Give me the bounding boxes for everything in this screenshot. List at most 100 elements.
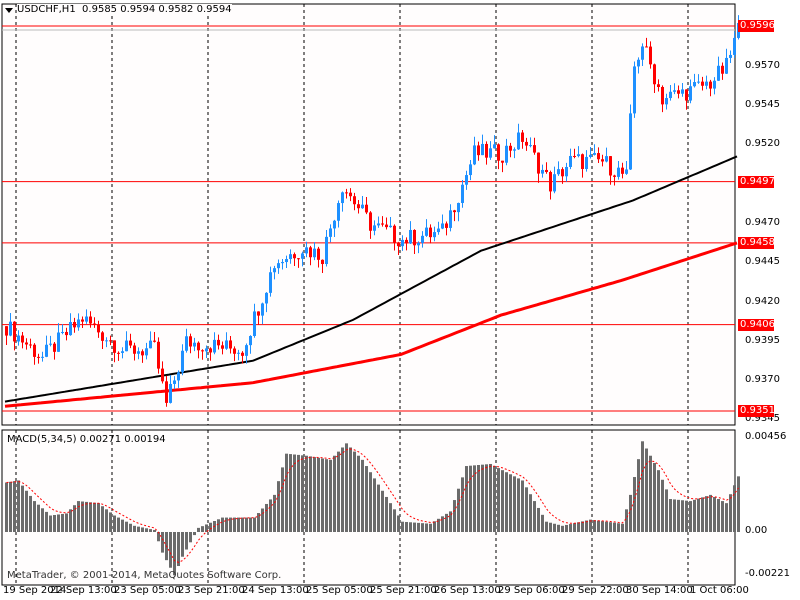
macd-bar bbox=[21, 485, 24, 532]
macd-bar bbox=[413, 522, 416, 532]
macd-bar bbox=[237, 517, 240, 532]
candle-bearish bbox=[133, 345, 136, 354]
time-axis-label: 22 Sep 13:00 bbox=[50, 585, 117, 596]
macd-bar bbox=[629, 494, 632, 532]
candle-bearish bbox=[21, 335, 24, 343]
macd-bar bbox=[709, 494, 712, 532]
candle-bullish bbox=[205, 348, 208, 352]
candle-bullish bbox=[637, 59, 640, 67]
candle-bullish bbox=[337, 203, 340, 221]
candle-bearish bbox=[657, 84, 660, 87]
macd-axis-label: 0.00 bbox=[745, 525, 768, 536]
moving-average-red bbox=[4, 241, 738, 408]
copyright: MetaTrader, © 2001-2014, MetaQuotes Soft… bbox=[7, 570, 282, 581]
main-panel bbox=[1, 3, 736, 426]
macd-bar bbox=[589, 519, 592, 532]
candle-bearish bbox=[353, 196, 356, 205]
candle-bullish bbox=[193, 342, 196, 347]
macd-bar bbox=[529, 494, 532, 532]
price-axis-label: 0.9395 bbox=[745, 334, 780, 346]
macd-bar bbox=[621, 523, 624, 532]
candle-bearish bbox=[129, 340, 132, 346]
candle-bearish bbox=[685, 89, 688, 101]
macd-bar bbox=[241, 517, 244, 532]
macd-bar bbox=[301, 455, 304, 532]
macd-bar bbox=[697, 498, 700, 532]
macd-axis-label: 0.00456 bbox=[745, 431, 787, 442]
macd-bar bbox=[325, 459, 328, 532]
macd-bar bbox=[17, 480, 20, 532]
price-axis-label: 0.9570 bbox=[745, 59, 780, 71]
candle-bearish bbox=[13, 321, 16, 342]
time-axis-label: 23 Sep 21:00 bbox=[178, 585, 245, 596]
candle-bearish bbox=[109, 340, 112, 342]
price-level-tag: 0.9497 bbox=[738, 175, 775, 188]
time-axis-label: 24 Sep 13:00 bbox=[242, 585, 309, 596]
macd-bar bbox=[657, 470, 660, 532]
symbol-menu-icon[interactable] bbox=[5, 8, 13, 13]
candle-bearish bbox=[477, 145, 480, 156]
macd-bar bbox=[553, 523, 556, 532]
candle-bullish bbox=[45, 344, 48, 357]
candle-bearish bbox=[509, 145, 512, 151]
macd-bar bbox=[41, 508, 44, 532]
candle-bearish bbox=[97, 324, 100, 333]
macd-bar bbox=[329, 459, 332, 532]
macd-bar bbox=[57, 514, 60, 532]
macd-bar bbox=[561, 525, 564, 532]
candle-bearish bbox=[533, 145, 536, 153]
macd-bar bbox=[665, 489, 668, 532]
candle-bearish bbox=[345, 192, 348, 194]
candle-bullish bbox=[725, 57, 728, 74]
candle-bullish bbox=[389, 225, 392, 228]
candle-bearish bbox=[29, 344, 32, 346]
macd-bar bbox=[429, 523, 432, 532]
candle-bullish bbox=[605, 156, 608, 162]
macd-bar bbox=[693, 499, 696, 532]
macd-bar bbox=[565, 524, 568, 532]
macd-title: MACD(5,34,5) 0.00271 0.00194 bbox=[7, 434, 166, 445]
macd-bar bbox=[5, 482, 8, 532]
candle-bearish bbox=[537, 152, 540, 174]
candle-bullish bbox=[457, 202, 460, 213]
macd-bar bbox=[225, 517, 228, 532]
macd-bar bbox=[349, 447, 352, 532]
macd-bar bbox=[525, 487, 528, 532]
macd-bar bbox=[437, 518, 440, 532]
macd-bar bbox=[121, 519, 124, 532]
time-axis-label: 29 Sep 22:00 bbox=[562, 585, 629, 596]
macd-bar bbox=[29, 495, 32, 532]
candle-bearish bbox=[397, 242, 400, 247]
candle-bearish bbox=[525, 141, 528, 146]
candle-bullish bbox=[289, 254, 292, 260]
macd-bar bbox=[737, 476, 740, 532]
macd-bar bbox=[397, 515, 400, 532]
macd-bar bbox=[729, 494, 732, 532]
candle-bullish bbox=[493, 144, 496, 149]
candle-bullish bbox=[253, 311, 256, 336]
macd-bar bbox=[233, 517, 236, 532]
candle-bullish bbox=[281, 262, 284, 264]
macd-bar bbox=[265, 503, 268, 532]
macd-bar bbox=[157, 532, 160, 542]
candle-bullish bbox=[449, 210, 452, 228]
candle-bullish bbox=[673, 90, 676, 92]
macd-bar bbox=[281, 467, 284, 532]
candle-bullish bbox=[517, 132, 520, 150]
macd-bar bbox=[337, 451, 340, 532]
candle-bearish bbox=[65, 331, 68, 336]
candle-bearish bbox=[597, 153, 600, 160]
candle-bullish bbox=[585, 156, 588, 170]
candle-bullish bbox=[333, 220, 336, 229]
macd-bar bbox=[205, 524, 208, 532]
macd-bar bbox=[125, 521, 128, 532]
macd-bar bbox=[149, 529, 152, 532]
macd-bar bbox=[573, 523, 576, 532]
macd-bar bbox=[133, 525, 136, 532]
macd-bar bbox=[581, 521, 584, 532]
macd-bar bbox=[49, 515, 52, 532]
candle-bearish bbox=[165, 381, 168, 403]
macd-bar bbox=[153, 529, 156, 532]
candle-bearish bbox=[521, 132, 524, 142]
